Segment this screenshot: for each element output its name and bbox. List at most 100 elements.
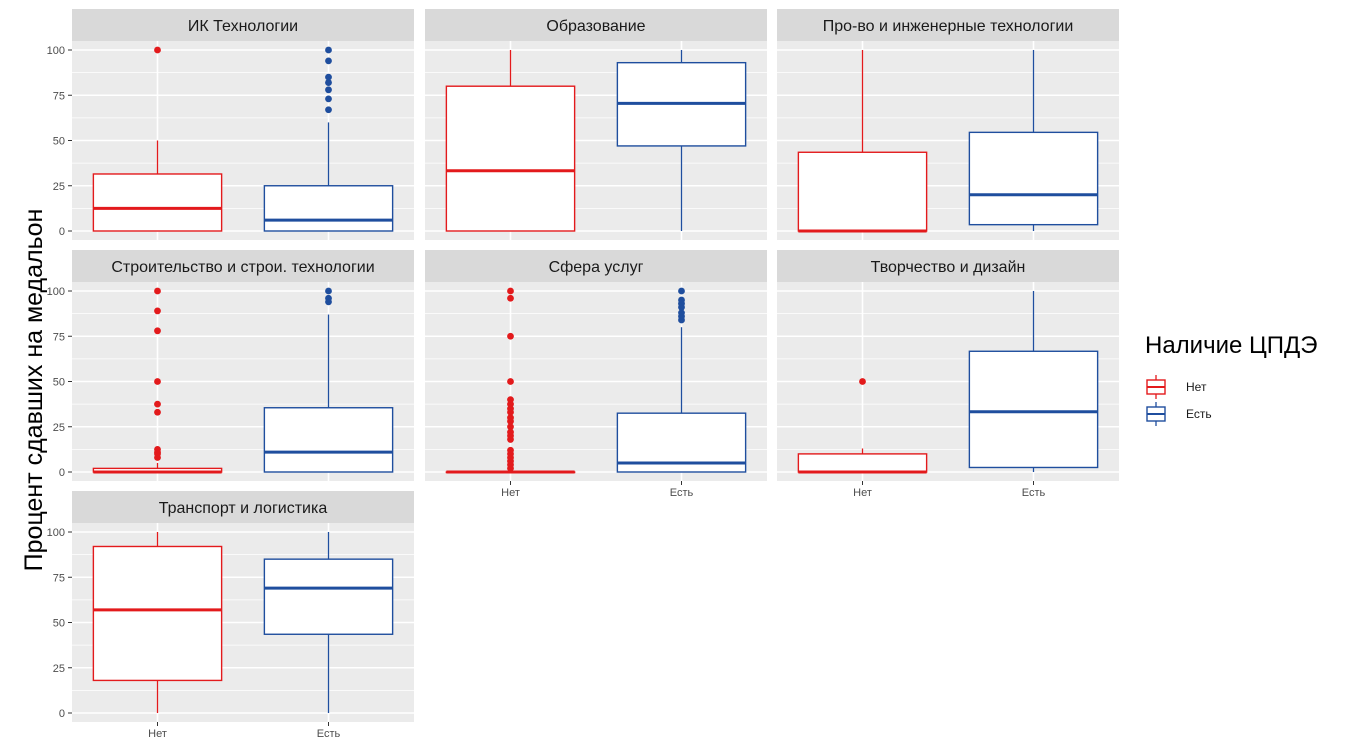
x-tick-label: Есть (670, 487, 694, 499)
iqr-box (263, 185, 394, 232)
boxplot-est (968, 50, 1099, 231)
outlier-point (507, 378, 514, 385)
facet-panel: Творчество и дизайн Нет Есть (777, 250, 1119, 499)
facet-strip (72, 491, 414, 523)
boxplot-est (968, 291, 1099, 472)
outlier-point (678, 309, 685, 317)
y-tick-label: 75 (53, 90, 65, 102)
outlier-point (678, 287, 685, 295)
facet-panel: Транспорт и логистика 0 25 50 75 100 Нет Есть (47, 491, 414, 740)
y-tick-label: 25 (53, 663, 65, 675)
outlier-point (325, 86, 332, 94)
boxplot-net (797, 50, 928, 233)
boxplot-est (616, 50, 747, 231)
outlier-point (325, 287, 332, 295)
iqr-box (445, 85, 576, 232)
legend-title: Наличие ЦПДЭ (1145, 332, 1318, 359)
legend-item: Есть (1146, 402, 1212, 426)
boxplot-est (263, 287, 394, 473)
facet-title: Строительство и строи. технологии (111, 259, 374, 276)
legend-label: Нет (1186, 380, 1207, 394)
y-tick-label: 100 (47, 286, 65, 298)
outlier-point (325, 106, 332, 114)
outlier-point (325, 73, 332, 81)
outlier-point (507, 396, 514, 403)
y-tick-label: 100 (47, 527, 65, 539)
y-tick-label: 75 (53, 572, 65, 584)
boxplot-net (797, 378, 928, 474)
facet-panel: Сфера услуг Нет Есть (425, 250, 767, 499)
outlier-point (507, 287, 514, 295)
facet-panel: Строительство и строи. технологии 0 25 50 75… (47, 250, 414, 481)
x-tick-label: Нет (853, 487, 872, 499)
iqr-box (797, 151, 928, 232)
boxplot-est (616, 287, 747, 473)
outlier-point (154, 408, 161, 416)
y-tick-label: 25 (53, 422, 65, 434)
outlier-point (507, 294, 514, 302)
outlier-point (678, 296, 685, 304)
y-tick-label: 25 (53, 181, 65, 193)
y-tick-label: 50 (53, 136, 65, 148)
outlier-point (325, 79, 332, 86)
x-tick-label: Нет (501, 487, 520, 499)
iqr-box (263, 558, 394, 635)
y-tick-label: 50 (53, 377, 65, 389)
y-tick-label: 75 (53, 331, 65, 343)
outlier-point (325, 95, 332, 103)
x-tick-label: Есть (317, 728, 341, 740)
y-tick-label: 100 (47, 45, 65, 57)
y-tick-label: 0 (59, 226, 65, 238)
facet-grid: ИК Технологии 0 25 50 75 100 Образование Про-во… (47, 9, 1119, 740)
x-tick-label: Нет (148, 728, 167, 740)
iqr-box (797, 453, 928, 473)
y-axis-title: Процент сдавших на медальон (20, 209, 48, 572)
facet-strip (777, 250, 1119, 282)
outlier-point (507, 332, 514, 340)
y-tick-label: 0 (59, 467, 65, 479)
facet-strip (72, 250, 414, 282)
iqr-box (968, 350, 1099, 469)
facet-panel: Образование (425, 9, 767, 240)
outlier-point (859, 378, 866, 385)
outlier-point (507, 423, 514, 431)
legend-item: Нет (1146, 375, 1207, 399)
boxplot-est (263, 532, 394, 713)
facet-title: Творчество и дизайн (871, 259, 1026, 276)
outlier-point (154, 378, 161, 385)
boxplot-net (445, 50, 576, 232)
facet-title: Про-во и инженерные технологии (823, 18, 1074, 35)
outlier-point (154, 307, 161, 315)
y-tick-label: 0 (59, 708, 65, 720)
facet-panel: Про-во и инженерные технологии (777, 9, 1119, 240)
outlier-point (507, 414, 514, 422)
outlier-point (154, 46, 161, 54)
outlier-point (507, 428, 514, 436)
facet-strip (425, 9, 767, 41)
legend-label: Есть (1186, 407, 1212, 421)
facet-strip (425, 250, 767, 282)
y-tick-label: 50 (53, 618, 65, 630)
facet-title: Транспорт и логистика (159, 500, 328, 517)
iqr-box (92, 173, 223, 232)
boxplot-net (92, 287, 223, 474)
facet-strip (777, 9, 1119, 41)
boxplot-est (263, 46, 394, 232)
boxplot-net (92, 46, 223, 232)
legend: Наличие ЦПДЭ Нет Есть (1145, 332, 1318, 426)
iqr-box (968, 131, 1099, 226)
outlier-point (325, 46, 332, 54)
facet-title: ИК Технологии (188, 18, 298, 35)
boxplot-net (92, 532, 223, 713)
outlier-point (325, 57, 332, 65)
facet-title: Сфера услуг (549, 259, 644, 276)
outlier-point (507, 446, 514, 454)
facet-title: Образование (546, 18, 645, 35)
outlier-point (154, 400, 161, 408)
iqr-box (92, 545, 223, 682)
x-tick-label: Есть (1022, 487, 1046, 499)
outlier-point (154, 327, 161, 335)
outlier-point (154, 445, 161, 453)
facet-panel: ИК Технологии 0 25 50 75 100 (47, 9, 414, 240)
